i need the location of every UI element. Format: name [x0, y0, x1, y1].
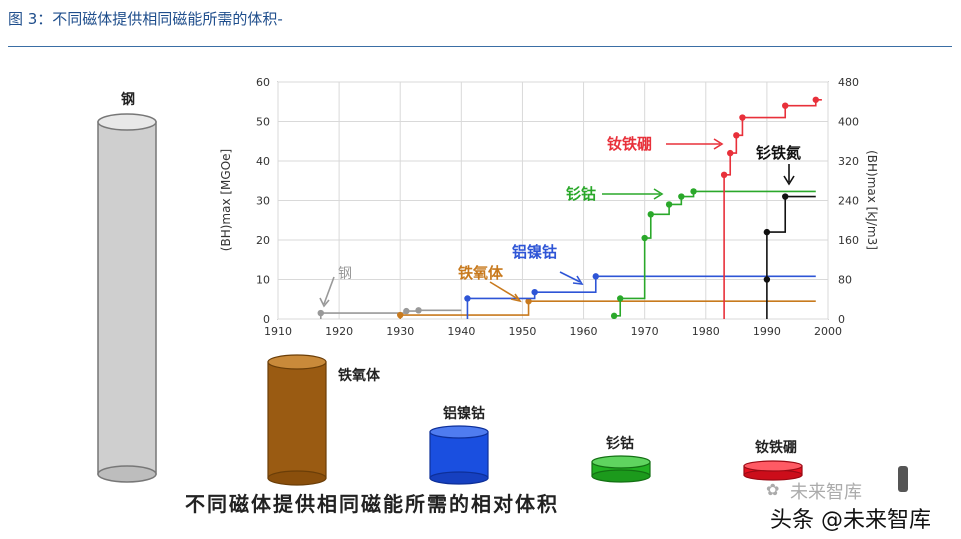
- alnico-cylinder-label: 铝镍钴: [443, 405, 485, 422]
- x-tick-label: 1960: [570, 325, 598, 338]
- data-point: [812, 96, 819, 103]
- y-tick-label: 60: [256, 76, 270, 89]
- y-right-tick-label: 240: [838, 195, 859, 208]
- alnico-cylinder: 铝镍钴: [429, 405, 489, 485]
- data-point: [763, 228, 771, 236]
- smco-cylinder-label: 钐钴: [606, 435, 634, 452]
- data-point: [727, 149, 734, 157]
- data-point: [397, 311, 404, 319]
- data-point: [641, 234, 648, 242]
- y-tick-label: 10: [256, 274, 270, 287]
- bhmax-chart: 1910 1920 1930 1940 1950 1960 1970 1980 1990 2000…: [219, 76, 879, 338]
- y-tick-label: 50: [256, 116, 270, 129]
- data-point: [678, 193, 685, 200]
- annotation-arrows: [319, 138, 795, 308]
- x-tick-label: 1920: [325, 325, 353, 338]
- data-point: [782, 193, 789, 200]
- x-tick-label: 1950: [508, 325, 536, 338]
- x-tick-label: 1970: [631, 325, 659, 338]
- x-tick-label: 1930: [386, 325, 414, 338]
- series-line-1: [399, 300, 816, 319]
- y-right-tick-labels: 0 80 160 240 320 400 480: [838, 76, 859, 326]
- ferrite-cylinder-label: 铁氧体: [338, 367, 381, 384]
- data-point: [733, 132, 740, 139]
- ndfeb-cylinder: 钕铁硼: [743, 439, 803, 481]
- data-point: [610, 312, 618, 320]
- smco-cylinder: 钐钴: [591, 435, 651, 483]
- label-smfen: 钐铁氮: [756, 144, 801, 162]
- y-right-tick-label: 80: [838, 274, 852, 287]
- data-point: [592, 273, 599, 280]
- y-tick-labels: 0 10 20 30 40 50 60: [256, 76, 270, 326]
- label-alnico: 铝镍钴: [512, 243, 557, 261]
- x-tick-label: 1940: [447, 325, 475, 338]
- watermark-top: 未来智库: [790, 482, 862, 503]
- label-smco: 钐钴: [566, 185, 596, 203]
- x-tick-label: 1990: [753, 325, 781, 338]
- y-right-tick-label: 160: [838, 234, 859, 247]
- y-tick-label: 40: [256, 155, 270, 168]
- data-point: [739, 114, 746, 121]
- y-right-tick-label: 0: [838, 313, 845, 326]
- data-point: [720, 171, 728, 179]
- data-point: [647, 211, 654, 218]
- y-right-tick-label: 320: [838, 155, 859, 168]
- steel-cylinder-label: 钢: [121, 91, 135, 108]
- data-point: [617, 295, 624, 302]
- watermark-bottom: 头条 @未来智库: [770, 508, 931, 533]
- x-tick-label: 1980: [692, 325, 720, 338]
- label-ferrite: 铁氧体: [458, 264, 504, 282]
- y-right-axis-label: (BH)max [kJ/m3]: [865, 150, 879, 250]
- steel-cylinder: 钢: [97, 91, 157, 483]
- edge-marker: [898, 466, 908, 492]
- series-layer: [317, 96, 822, 320]
- wechat-icon: ✿: [766, 480, 780, 499]
- data-point: [525, 298, 532, 305]
- series-line-4: [723, 98, 822, 319]
- y-right-tick-label: 400: [838, 116, 859, 129]
- data-point: [665, 201, 673, 208]
- y-tick-label: 20: [256, 234, 270, 247]
- ndfeb-cylinder-label: 钕铁硼: [755, 439, 797, 456]
- figure-caption: 图 3：不同磁体提供相同磁能所需的体积-: [8, 10, 283, 28]
- y-right-tick-label: 480: [838, 76, 859, 89]
- series-line-5: [766, 195, 816, 319]
- x-tick-label: 2000: [814, 325, 842, 338]
- ferrite-cylinder: 铁氧体: [267, 354, 381, 486]
- data-point: [690, 188, 697, 195]
- x-tick-labels: 1910 1920 1930 1940 1950 1960 1970 1980 1990 2000: [264, 325, 842, 338]
- label-ndfeb: 钕铁硼: [607, 135, 652, 153]
- relative-volume-title: 不同磁体提供相同磁能所需的相对体积: [185, 492, 559, 516]
- data-point: [317, 309, 324, 317]
- caption-divider: [8, 46, 952, 47]
- data-point: [531, 288, 538, 296]
- data-point: [403, 307, 410, 315]
- x-tick-label: 1910: [264, 325, 292, 338]
- y-axis-label: (BH)max [MGOe]: [219, 149, 233, 251]
- y-tick-label: 0: [263, 313, 270, 326]
- data-point: [763, 276, 771, 283]
- data-point: [415, 307, 422, 314]
- data-point: [782, 102, 789, 109]
- data-point: [464, 295, 471, 302]
- label-steel: 钢: [338, 266, 352, 282]
- y-tick-label: 30: [256, 195, 270, 208]
